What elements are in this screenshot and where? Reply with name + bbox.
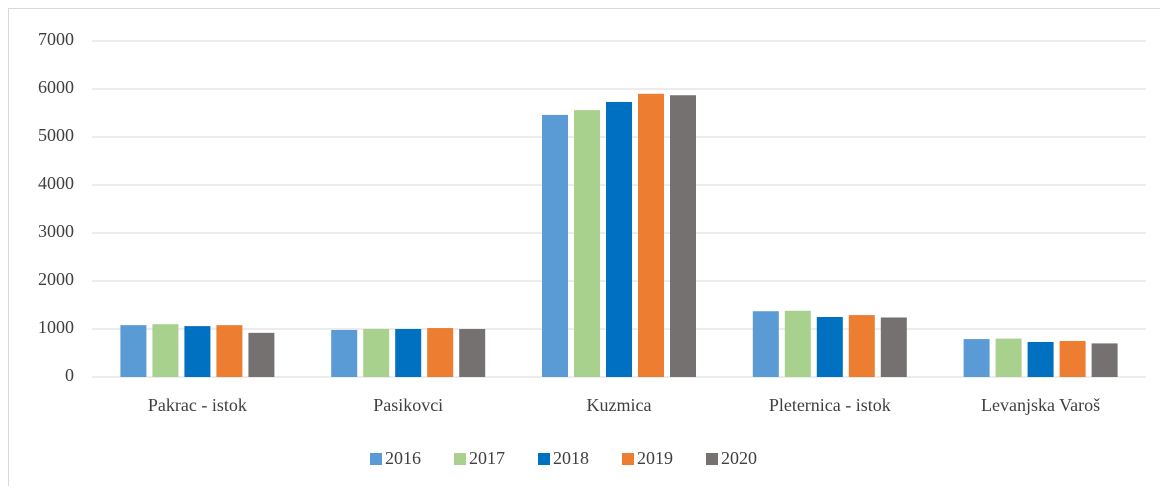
bar — [395, 329, 421, 377]
bar — [542, 115, 568, 377]
bar — [817, 317, 843, 377]
bar — [638, 94, 664, 377]
x-tick-label: Pleternica - istok — [769, 395, 891, 415]
bar — [996, 339, 1022, 377]
legend-swatch — [454, 453, 466, 465]
bar — [427, 328, 453, 377]
bar — [331, 330, 357, 377]
bar — [574, 110, 600, 377]
bar — [1060, 341, 1086, 377]
y-tick-label: 5000 — [38, 125, 74, 145]
bar — [248, 333, 274, 377]
bar — [216, 325, 242, 377]
bar — [849, 315, 875, 377]
bar — [753, 311, 779, 377]
legend-label: 2016 — [385, 448, 421, 468]
bar — [606, 102, 632, 377]
y-tick-label: 7000 — [38, 29, 74, 49]
bar — [881, 317, 907, 377]
y-tick-label: 2000 — [38, 269, 74, 289]
legend-swatch — [538, 453, 550, 465]
x-tick-label: Pakrac - istok — [148, 395, 247, 415]
legend-swatch — [370, 453, 382, 465]
y-tick-label: 0 — [65, 365, 74, 385]
y-tick-label: 6000 — [38, 77, 74, 97]
y-tick-label: 1000 — [38, 317, 74, 337]
bar — [152, 324, 178, 377]
bar — [964, 339, 990, 377]
legend-label: 2018 — [553, 448, 589, 468]
legend-swatch — [706, 453, 718, 465]
bar — [785, 311, 811, 377]
y-tick-label: 4000 — [38, 173, 74, 193]
legend-label: 2020 — [721, 448, 757, 468]
bar — [1092, 343, 1118, 377]
bar — [120, 325, 146, 377]
x-tick-label: Kuzmica — [587, 395, 652, 415]
bar — [184, 326, 210, 377]
bar — [459, 329, 485, 377]
legend-label: 2019 — [637, 448, 673, 468]
y-tick-label: 3000 — [38, 221, 74, 241]
bar — [670, 95, 696, 377]
x-tick-label: Levanjska Varoš — [981, 395, 1100, 415]
bar — [1028, 342, 1054, 377]
bar — [363, 329, 389, 377]
x-tick-label: Pasikovci — [373, 395, 443, 415]
legend-swatch — [622, 453, 634, 465]
legend-label: 2017 — [469, 448, 505, 468]
